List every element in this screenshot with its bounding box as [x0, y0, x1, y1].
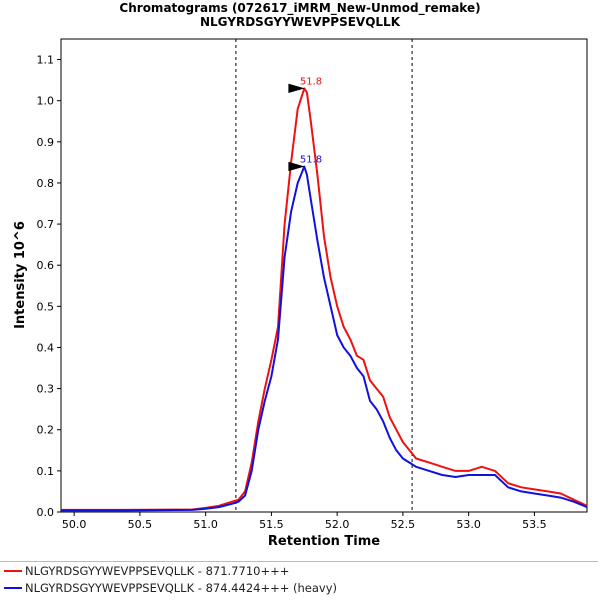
- x-tick-label: 51.5: [259, 518, 284, 531]
- legend-item-heavy[interactable]: NLGYRDSGYYWEVPPSEVQLLK - 874.4424+++ (he…: [4, 579, 337, 597]
- y-tick-label: 0.0: [37, 506, 55, 519]
- x-tick-label: 53.5: [522, 518, 547, 531]
- y-tick-label: 0.6: [37, 259, 55, 272]
- x-tick-label: 53.0: [456, 518, 481, 531]
- y-tick-label: 0.9: [37, 136, 55, 149]
- y-tick-label: 0.4: [37, 341, 55, 354]
- y-tick-label: 0.3: [37, 383, 55, 396]
- legend-label-heavy: NLGYRDSGYYWEVPPSEVQLLK - 874.4424+++ (he…: [25, 581, 338, 595]
- legend-item-light[interactable]: NLGYRDSGYYWEVPPSEVQLLK - 871.7710+++: [4, 562, 289, 580]
- chromatogram-plot: 50.0 50.5 51.0 51.5 52.0 52.5 53.0 53.5 0.0 0.1 0…: [13, 38, 588, 549]
- y-tick-label: 0.7: [37, 218, 55, 231]
- y-tick-label: 0.2: [37, 424, 55, 437]
- x-tick-label: 52.5: [391, 518, 416, 531]
- y-tick-label: 1.0: [37, 95, 55, 108]
- peak-label-0: 51.8: [300, 76, 322, 87]
- y-axis-label: Intensity 10^6: [13, 221, 28, 329]
- peak-arrow-1: [288, 161, 305, 172]
- x-tick-label: 50.0: [62, 518, 87, 531]
- x-tick-label: 51.0: [193, 518, 218, 531]
- chart-title: Chromatograms (072617_iMRM_New-Unmod_rem…: [119, 1, 481, 15]
- y-tick-label: 1.1: [37, 54, 55, 67]
- x-tick-label: 52.0: [325, 518, 350, 531]
- legend-label-light: NLGYRDSGYYWEVPPSEVQLLK - 871.7710+++: [25, 564, 290, 578]
- series-line-1: [61, 165, 588, 512]
- x-tick-label: 50.5: [128, 518, 153, 531]
- y-tick-label: 0.1: [37, 465, 55, 478]
- peak-arrow-0: [288, 83, 305, 94]
- y-tick-label: 0.5: [37, 300, 55, 313]
- x-axis-label: Retention Time: [268, 534, 380, 549]
- series-line-0: [61, 87, 588, 511]
- chart-subtitle: NLGYRDSGYYWEVPPSEVQLLK: [199, 15, 400, 29]
- y-tick-label: 0.8: [37, 177, 55, 190]
- legend-swatch-blue: [4, 587, 22, 589]
- legend: NLGYRDSGYYWEVPPSEVQLLK - 871.7710+++ NLG…: [0, 561, 598, 599]
- legend-swatch-red: [4, 570, 22, 572]
- peak-label-1: 51.8: [300, 155, 322, 166]
